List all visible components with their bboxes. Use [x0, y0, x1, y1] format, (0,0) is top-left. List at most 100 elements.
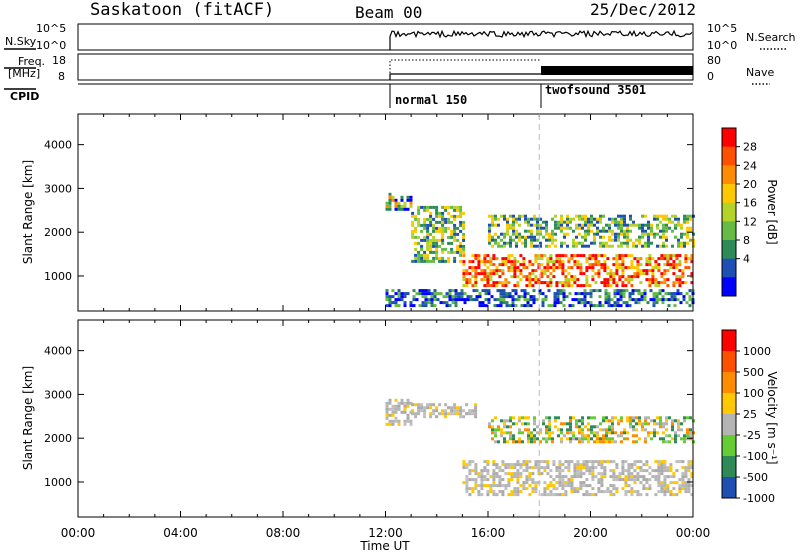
data-cell [495, 281, 499, 285]
data-cell [577, 301, 581, 305]
data-cell [435, 238, 439, 242]
data-cell [615, 260, 619, 264]
data-cell [588, 484, 592, 488]
data-cell [576, 487, 580, 491]
data-cell [528, 278, 532, 282]
data-cell [624, 284, 628, 288]
data-cell [460, 298, 464, 302]
data-cell [474, 266, 478, 270]
data-cell [651, 281, 655, 285]
data-cell [665, 226, 668, 230]
data-cell [531, 272, 535, 276]
data-cell [678, 263, 682, 267]
data-cell [545, 440, 548, 444]
data-cell [572, 437, 575, 441]
data-cell [530, 434, 533, 438]
data-cell [569, 431, 572, 435]
data-cell [623, 232, 626, 236]
data-cell [472, 289, 476, 293]
data-cell [671, 244, 674, 248]
data-cell [426, 406, 430, 410]
data-cell [527, 217, 530, 221]
data-cell [595, 304, 599, 308]
data-cell [653, 422, 656, 426]
data-cell [657, 281, 661, 285]
data-cell [597, 263, 601, 267]
data-cell [483, 260, 487, 264]
data-cell [593, 238, 596, 242]
data-cell [409, 198, 413, 202]
data-cell [617, 434, 620, 438]
data-cell [417, 259, 421, 263]
data-cell [633, 266, 637, 270]
data-cell [474, 275, 478, 279]
data-cell [627, 281, 631, 285]
data-cell [648, 284, 652, 288]
data-cell [512, 229, 515, 233]
data-cell [660, 460, 664, 464]
x-tick-label: 12:00 [368, 526, 403, 540]
data-cell [617, 226, 620, 230]
data-cell [650, 437, 653, 441]
data-cell [675, 469, 679, 473]
data-cell [656, 223, 659, 227]
data-cell [516, 490, 520, 494]
data-cell [417, 211, 421, 215]
data-cell [540, 263, 544, 267]
data-cell [539, 241, 542, 245]
freq-tick-top: 18 [52, 54, 66, 67]
data-cell [575, 425, 578, 429]
data-cell [627, 275, 631, 279]
data-cell [554, 238, 557, 242]
data-cell [661, 298, 665, 302]
data-cell [491, 425, 494, 429]
data-cell [664, 292, 668, 296]
data-cell [663, 460, 667, 464]
data-cell [510, 254, 514, 258]
data-cell [584, 232, 587, 236]
data-cell [560, 229, 563, 233]
data-cell [400, 410, 404, 414]
data-cell [617, 220, 620, 224]
data-cell [561, 281, 565, 285]
data-cell [423, 256, 427, 260]
data-cell [421, 304, 425, 308]
nsky-trace [389, 29, 693, 50]
data-cell [599, 422, 602, 426]
data-cell [403, 201, 407, 205]
data-cell [620, 434, 623, 438]
data-cell [615, 284, 619, 288]
data-cell [648, 254, 652, 258]
data-cell [621, 281, 625, 285]
data-cell [669, 481, 673, 485]
data-cell [590, 241, 593, 245]
data-cell [618, 266, 622, 270]
data-cell [501, 460, 505, 464]
data-cell [570, 278, 574, 282]
data-cell [423, 253, 427, 257]
data-cell [569, 226, 572, 230]
y-tick-label: 2000 [44, 226, 72, 239]
data-cell [659, 425, 662, 429]
data-cell [690, 472, 694, 476]
data-cell [675, 257, 679, 261]
data-cell [526, 298, 530, 302]
data-cell [441, 229, 445, 233]
data-cell [589, 301, 593, 305]
data-cell [636, 478, 640, 482]
data-cell [591, 472, 595, 476]
data-cell [522, 263, 526, 267]
data-cell [603, 284, 607, 288]
data-cell [475, 295, 479, 299]
data-cell [566, 220, 569, 224]
data-cell [477, 263, 481, 267]
data-cell [513, 260, 517, 264]
data-cell [609, 275, 613, 279]
data-cell [488, 422, 491, 426]
data-cell [614, 238, 617, 242]
data-cell [581, 223, 584, 227]
data-cell [639, 469, 643, 473]
data-cell [438, 412, 442, 416]
data-cell [575, 244, 578, 248]
data-cell [447, 235, 451, 239]
